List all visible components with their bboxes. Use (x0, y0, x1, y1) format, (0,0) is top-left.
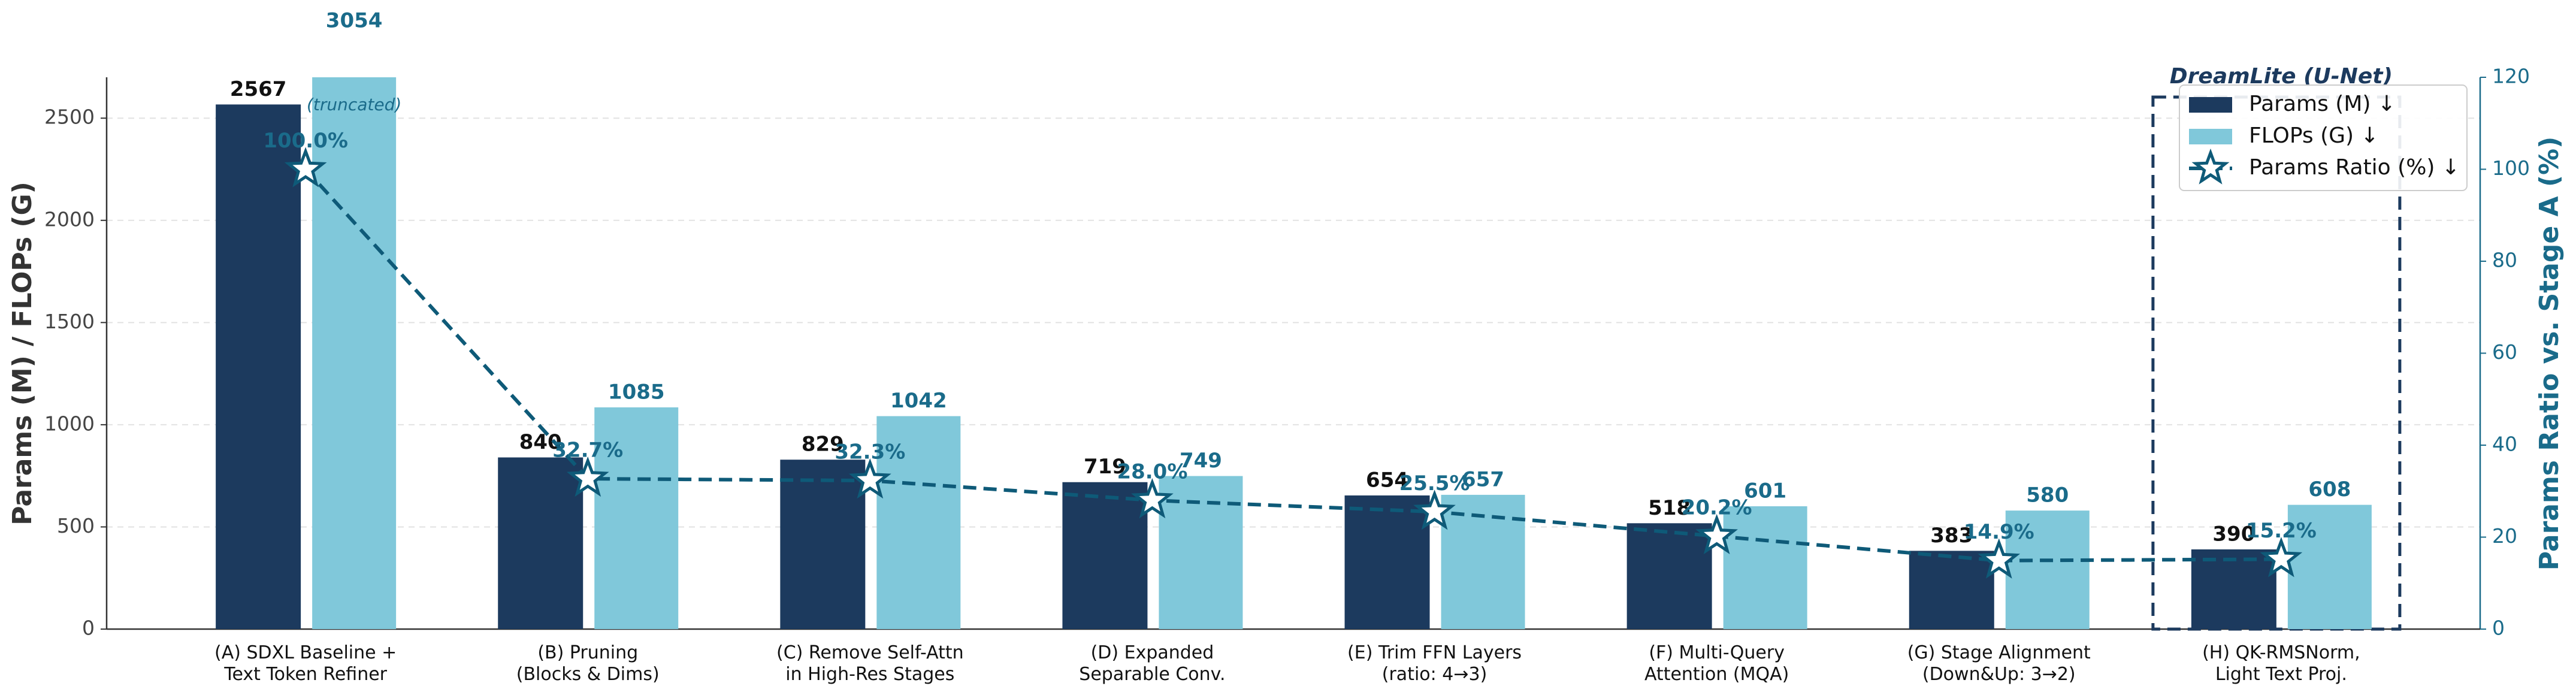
legend-swatch (2189, 97, 2232, 113)
ratio-label: 14.9% (1964, 520, 2034, 544)
y-tick-label: 2000 (44, 207, 95, 231)
bar (2005, 510, 2090, 629)
bar (312, 77, 397, 629)
value-label: 3054 (326, 9, 383, 33)
x-tick-label: (E) Trim FFN Layers (ratio: 4→3) (1347, 642, 1522, 685)
ratio-label: 20.2% (1682, 495, 1752, 519)
value-label: 657 (1462, 467, 1504, 491)
x-tick-label: (H) QK-RMSNorm, Light Text Proj. (2202, 642, 2360, 685)
bar (1062, 482, 1148, 629)
bar (2191, 549, 2276, 629)
x-tick-label: (F) Multi-Query Attention (MQA) (1644, 642, 1789, 685)
value-label: 518 (1648, 496, 1691, 520)
y2-tick-label: 80 (2492, 249, 2517, 272)
y2-tick-label: 40 (2492, 433, 2517, 456)
bar (216, 104, 301, 629)
y-tick-label: 2500 (44, 105, 95, 129)
y-tick-label: 1000 (44, 412, 95, 435)
legend-label: FLOPs (G) ↓ (2249, 123, 2379, 148)
y2-tick-label: 60 (2492, 340, 2517, 364)
ratio-label: 32.7% (552, 439, 623, 463)
ratio-label: 25.5% (1399, 472, 1470, 495)
value-label: 2567 (230, 77, 287, 101)
ratio-label: 100.0% (263, 129, 348, 153)
value-label: 719 (1084, 455, 1126, 479)
ratio-marker (1978, 538, 2021, 579)
bar (876, 416, 961, 629)
ratio-label: 15.2% (2246, 519, 2317, 543)
x-tick-label: (C) Remove Self-Attn in High-Res Stages (776, 642, 964, 685)
y-tick-label: 0 (82, 617, 95, 640)
bar (1909, 551, 1994, 629)
value-label: 654 (1366, 468, 1408, 492)
y-axis-title: Params (M) / FLOPs (G) (7, 182, 38, 525)
bar (1626, 523, 1712, 629)
bar (780, 460, 866, 629)
bar (1723, 506, 1807, 629)
y-tick-label: 1500 (44, 310, 95, 333)
x-tick-label: (B) Pruning (Blocks & Dims) (516, 642, 660, 685)
value-label: 383 (1930, 524, 1973, 548)
ratio-marker (849, 458, 891, 499)
y2-tick-label: 120 (2492, 65, 2530, 88)
legend-label: Params Ratio (%) ↓ (2249, 155, 2460, 180)
bar (2287, 504, 2372, 629)
legend-label: Params (M) ↓ (2249, 92, 2396, 116)
y2-tick-label: 20 (2492, 524, 2517, 548)
ratio-label: 28.0% (1117, 460, 1187, 484)
legend-box (2179, 84, 2468, 191)
value-label: 1042 (890, 389, 947, 413)
ratio-marker (566, 456, 609, 497)
legend-swatch (2189, 129, 2232, 144)
value-label: 601 (1744, 479, 1786, 503)
y2-tick-label: 100 (2492, 156, 2530, 180)
legend-marker (2191, 148, 2230, 185)
ratio-marker (1413, 489, 1456, 530)
bar (594, 407, 679, 629)
plot-area (216, 77, 2372, 629)
value-label: 390 (2212, 522, 2255, 546)
x-tick-label: (A) SDXL Baseline + Text Token Refiner (214, 642, 397, 685)
ratio-marker (1695, 513, 1738, 554)
value-label: 1085 (608, 380, 665, 404)
value-label: 580 (2026, 484, 2069, 507)
y2-tick-label: 0 (2492, 617, 2505, 640)
y2-axis-title: Params Ratio vs. Stage A (%) (2534, 137, 2565, 570)
value-label: 829 (802, 433, 844, 457)
value-label: 608 (2308, 478, 2351, 501)
x-tick-label: (G) Stage Alignment (Down&Up: 3→2) (1907, 642, 2091, 685)
bar (498, 457, 583, 629)
y-tick-label: 500 (57, 514, 95, 537)
ratio-line (304, 168, 2281, 563)
ratio-marker (284, 147, 327, 188)
x-tick-label: (D) Expanded Separable Conv. (1079, 642, 1225, 685)
ratio-marker (1131, 478, 1174, 519)
ratio-label: 32.3% (835, 440, 905, 464)
annotation: (truncated) (307, 95, 401, 114)
ratio-marker (2260, 537, 2303, 578)
value-label: 749 (1180, 449, 1222, 473)
bar (1344, 495, 1430, 629)
bar (1159, 476, 1243, 629)
